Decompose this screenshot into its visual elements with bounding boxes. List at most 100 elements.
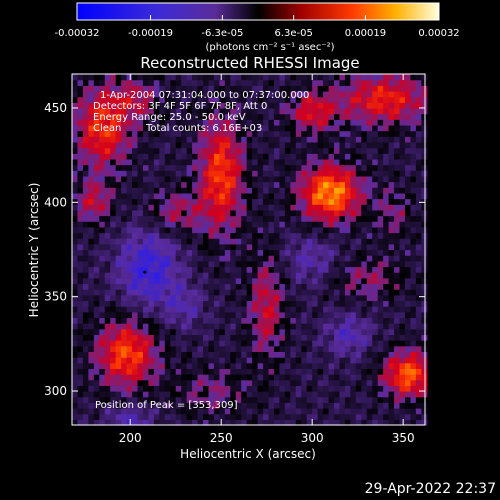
heatmap-cell (415, 141, 422, 149)
heatmap-cell (295, 283, 302, 290)
heatmap-cell (121, 198, 128, 205)
heatmap-cell (388, 243, 395, 251)
heatmap-cell (203, 362, 210, 369)
heatmap-cell (181, 113, 188, 120)
heatmap-cell (312, 158, 319, 166)
heatmap-cell (273, 102, 281, 109)
heatmap-cell (132, 413, 139, 420)
heatmap-cell (142, 107, 150, 115)
heatmap-cell (115, 374, 122, 381)
heatmap-cell (334, 294, 341, 302)
heatmap-cell (339, 215, 346, 222)
heatmap-cell (257, 306, 264, 313)
heatmap-cell (344, 85, 351, 92)
heatmap-cell (137, 130, 144, 137)
heatmap-cell (137, 136, 144, 143)
heatmap-cell (410, 413, 417, 420)
heatmap-cell (148, 209, 155, 217)
heatmap-cell (192, 396, 199, 403)
heatmap-cell (257, 96, 264, 103)
heatmap-cell (148, 170, 155, 177)
heatmap-cell (279, 260, 286, 268)
heatmap-cell (235, 187, 242, 194)
heatmap-cell (399, 334, 406, 341)
heatmap-cell (421, 306, 428, 313)
heatmap-cell (241, 396, 248, 403)
heatmap-cell (219, 255, 226, 262)
heatmap-cell (290, 260, 297, 268)
heatmap-cell (361, 85, 368, 92)
heatmap-cell (415, 192, 422, 200)
heatmap-cell (410, 391, 417, 398)
heatmap-cell (279, 243, 286, 251)
heatmap-cell (175, 221, 182, 228)
heatmap-cell (88, 379, 95, 386)
heatmap-cell (377, 74, 384, 81)
heatmap-cell (383, 249, 390, 256)
heatmap-cell (203, 226, 210, 234)
heatmap-cell (93, 277, 100, 285)
heatmap-cell (82, 317, 89, 324)
heatmap-cell (404, 181, 412, 188)
heatmap-cell (339, 323, 346, 330)
heatmap-cell (301, 209, 308, 217)
heatmap-cell (279, 385, 286, 392)
heatmap-cell (213, 391, 220, 398)
heatmap-cell (366, 294, 373, 302)
heatmap-cell (263, 238, 270, 245)
heatmap-cell (361, 379, 368, 386)
heatmap-cell (110, 357, 117, 364)
heatmap-cell (186, 379, 193, 386)
heatmap-cell (279, 164, 286, 171)
heatmap-cell (241, 328, 248, 336)
heatmap-cell (224, 96, 231, 103)
heatmap-cell (246, 413, 253, 420)
heatmap-cell (257, 107, 264, 115)
heatmap-cell (104, 419, 111, 426)
heatmap-cell (121, 85, 128, 92)
heatmap-cell (137, 374, 144, 381)
heatmap-cell (399, 272, 406, 279)
heatmap-cell (88, 204, 95, 211)
heatmap-cell (175, 136, 182, 143)
heatmap-cell (263, 192, 270, 200)
heatmap-cell (164, 136, 171, 143)
heatmap-cell (350, 311, 357, 319)
heatmap-cell (213, 379, 220, 386)
heatmap-cell (126, 317, 133, 324)
heatmap-cell (257, 396, 264, 403)
heatmap-cell (377, 221, 384, 228)
heatmap-cell (93, 221, 100, 228)
heatmap-cell (132, 306, 139, 313)
heatmap-cell (93, 283, 100, 290)
heatmap-cell (186, 102, 193, 109)
heatmap-cell (230, 413, 237, 420)
heatmap-cell (394, 136, 401, 143)
heatmap-cell (132, 368, 139, 375)
heatmap-cell (115, 79, 122, 86)
heatmap-cell (93, 396, 100, 403)
heatmap-cell (284, 351, 291, 358)
heatmap-cell (159, 192, 166, 200)
heatmap-cell (284, 249, 291, 256)
heatmap-cell (334, 351, 341, 358)
heatmap-cell (377, 340, 384, 347)
heatmap-cell (355, 107, 362, 115)
heatmap-cell (132, 294, 139, 302)
heatmap-cell (181, 226, 188, 234)
heatmap-cell (372, 147, 379, 154)
heatmap-cell (181, 187, 188, 194)
heatmap-cell (77, 209, 84, 217)
heatmap-cell (394, 249, 401, 256)
heatmap-cell (273, 362, 281, 369)
heatmap-cell (132, 328, 139, 336)
heatmap-cell (126, 164, 133, 171)
heatmap-cell (175, 408, 182, 415)
heatmap-cell (246, 158, 253, 166)
heatmap-cell (72, 419, 79, 426)
heatmap-cell (366, 141, 373, 149)
heatmap-cell (317, 147, 324, 154)
heatmap-cell (415, 215, 422, 222)
heatmap-cell (77, 396, 84, 403)
heatmap-cell (344, 413, 351, 420)
